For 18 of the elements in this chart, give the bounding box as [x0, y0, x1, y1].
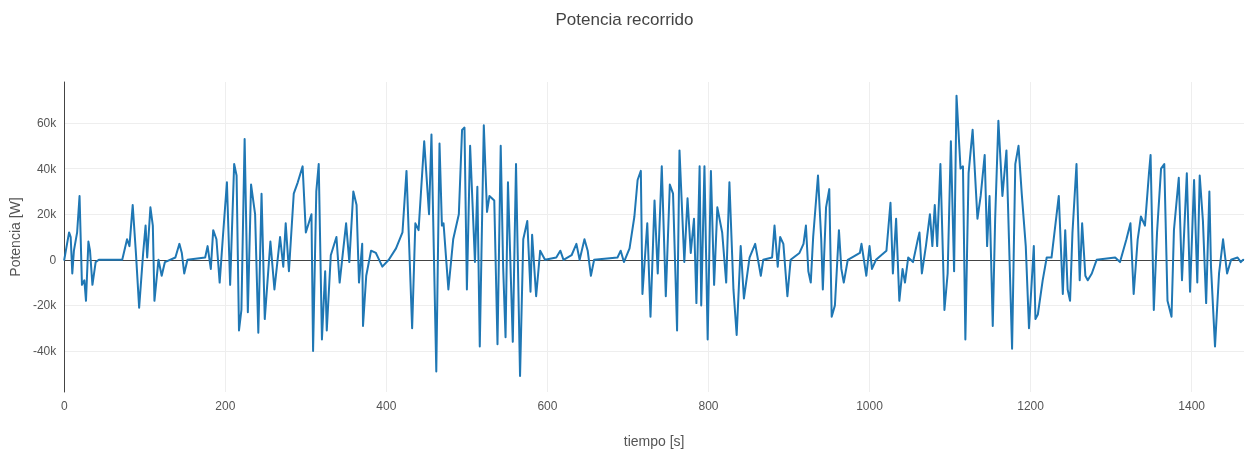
x-tick-label: 200 — [215, 399, 236, 413]
chart-title: Potencia recorrido — [555, 10, 694, 29]
x-tick-label: 600 — [537, 399, 558, 413]
x-tick-label: 1000 — [856, 399, 884, 413]
y-tick-label: 0 — [49, 252, 57, 267]
x-axis-title: tiempo [s] — [623, 433, 685, 449]
line-series — [63, 94, 1245, 378]
x-tick-label: 1200 — [1017, 399, 1045, 413]
y-tick-label: -40k — [32, 343, 58, 358]
x-tick-label: 1400 — [1178, 399, 1206, 413]
y-tick-label: 60k — [36, 116, 58, 131]
y-tick-label: 20k — [36, 207, 58, 222]
x-tick-label: 0 — [60, 399, 68, 413]
x-tick-label: 400 — [376, 399, 397, 413]
y-tick-label: 40k — [36, 161, 58, 176]
y-axis-title: Potencia [W] — [7, 197, 23, 277]
y-tick-label: -20k — [32, 298, 58, 313]
x-tick-label: 800 — [698, 399, 719, 413]
